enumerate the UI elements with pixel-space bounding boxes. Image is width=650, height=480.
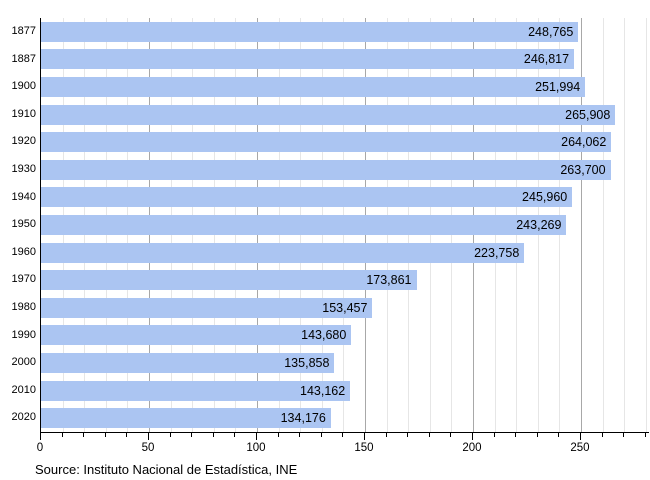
major-tick	[363, 433, 365, 440]
major-tick	[40, 433, 41, 440]
minor-tick	[385, 433, 387, 437]
minor-tick	[169, 433, 171, 437]
bar-1887: 246,817	[41, 49, 575, 70]
bar-1940: 245,960	[41, 187, 573, 208]
bar-value-label: 143,162	[300, 383, 346, 398]
minor-gridline	[624, 18, 626, 432]
minor-tick	[407, 433, 409, 437]
bar-value-label: 134,176	[280, 411, 326, 426]
minor-tick	[515, 433, 517, 437]
minor-tick	[61, 433, 63, 437]
bar-2020: 134,176	[41, 408, 331, 429]
category-label-1940: 1940	[11, 190, 36, 203]
category-label-1970: 1970	[11, 273, 36, 286]
bar-1877: 248,765	[41, 21, 579, 42]
minor-tick	[536, 433, 538, 437]
plot-area: 248,765 246,817 251,994 265,908 264,062 263,7…	[40, 18, 649, 433]
bar-1960: 223,758	[41, 242, 525, 263]
bar-1980: 153,457	[41, 297, 373, 318]
minor-tick	[623, 433, 625, 437]
source-note: Source: Instituto Nacional de Estadístic…	[35, 462, 298, 477]
bar-2010: 143,162	[41, 380, 351, 401]
bar-2000: 135,858	[41, 353, 335, 373]
bar-value-label: 245,960	[522, 190, 568, 205]
category-label-2010: 2010	[11, 383, 36, 396]
bar-value-label: 153,457	[322, 300, 368, 315]
bar-value-label: 223,758	[474, 245, 520, 260]
minor-tick	[493, 433, 495, 437]
major-tick	[471, 433, 473, 440]
bar-value-label: 243,269	[516, 218, 562, 232]
x-tick-label-250: 250	[570, 442, 590, 454]
minor-gridline	[602, 18, 604, 432]
x-tick-label-150: 150	[354, 442, 374, 454]
category-label-1877: 1877	[11, 25, 36, 37]
category-label-1910: 1910	[11, 107, 36, 120]
category-label-1960: 1960	[11, 245, 36, 258]
major-tick	[579, 433, 581, 440]
bar-value-label: 264,062	[561, 135, 607, 150]
bar-1970: 173,861	[41, 270, 417, 291]
bar-1920: 264,062	[41, 132, 612, 153]
bar-value-label: 246,817	[523, 52, 570, 67]
minor-tick	[234, 433, 236, 437]
major-tick	[147, 433, 149, 440]
minor-tick	[428, 433, 430, 437]
bar-1900: 251,994	[41, 77, 586, 97]
x-tick-label-0: 0	[36, 442, 44, 454]
minor-tick	[601, 433, 603, 437]
bar-value-label: 251,994	[535, 80, 581, 94]
bar-1990: 143,680	[41, 325, 352, 346]
category-label-2020: 2020	[11, 411, 36, 424]
bar-value-label: 263,700	[560, 162, 606, 177]
major-tick	[255, 433, 257, 440]
bar-value-label: 135,858	[284, 356, 330, 370]
x-tick-label-50: 50	[141, 442, 155, 454]
major-gridline	[580, 18, 582, 432]
minor-tick	[342, 433, 344, 437]
category-label-1950: 1950	[11, 218, 36, 231]
category-label-1980: 1980	[11, 301, 36, 313]
bar-value-label: 143,680	[301, 328, 347, 343]
category-label-1930: 1930	[11, 163, 36, 175]
minor-gridline	[645, 18, 647, 432]
category-label-1920: 1920	[11, 135, 36, 148]
bar-value-label: 173,861	[366, 273, 412, 288]
minor-tick	[299, 433, 301, 437]
category-label-1887: 1887	[11, 52, 36, 65]
bar-1950: 243,269	[41, 215, 567, 235]
minor-tick	[277, 433, 279, 437]
category-label-1900: 1900	[11, 80, 36, 93]
category-label-2000: 2000	[11, 356, 36, 369]
bar-1930: 263,700	[41, 159, 611, 180]
minor-tick	[644, 433, 646, 437]
category-label-1990: 1990	[11, 328, 36, 341]
minor-tick	[450, 433, 452, 437]
minor-tick	[126, 433, 128, 437]
minor-tick	[320, 433, 322, 437]
minor-tick	[212, 433, 214, 437]
x-tick-label-200: 200	[462, 442, 482, 454]
bar-value-label: 265,908	[565, 107, 611, 122]
minor-tick	[191, 433, 193, 437]
x-tick-label-100: 100	[246, 442, 266, 454]
minor-tick	[104, 433, 106, 437]
minor-tick	[83, 433, 85, 437]
minor-tick	[558, 433, 560, 437]
bar-1910: 265,908	[41, 104, 616, 125]
bar-value-label: 248,765	[528, 24, 574, 39]
